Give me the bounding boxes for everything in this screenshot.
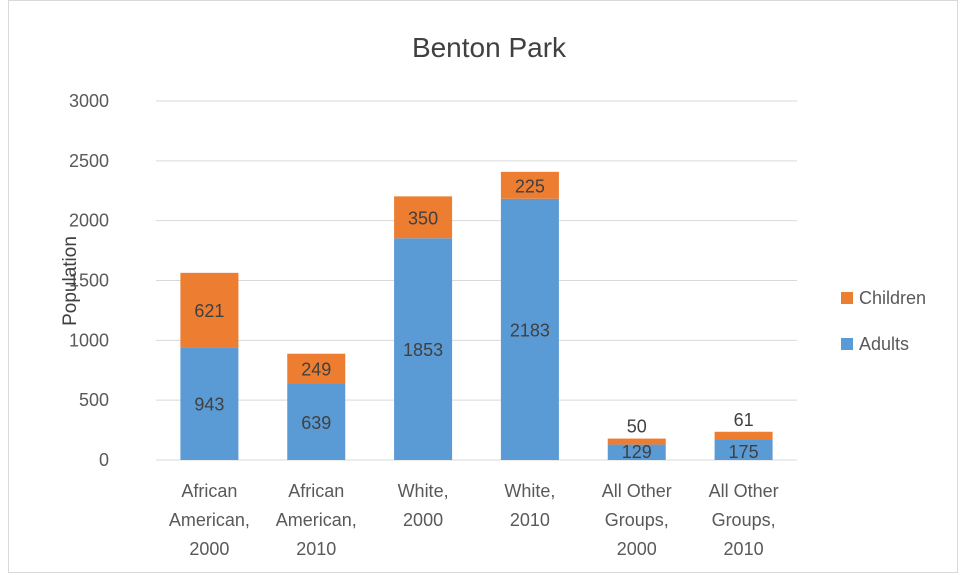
bar-segment-children: [714, 431, 773, 440]
data-label: 129: [622, 442, 652, 462]
data-label: 175: [729, 442, 759, 462]
legend-label: Children: [859, 288, 926, 308]
bar-segment-children: [394, 196, 453, 239]
y-axis-label: Population: [60, 236, 81, 326]
data-label: 249: [301, 360, 331, 380]
bar-segment-adults: [500, 198, 559, 460]
category-label: All Other: [709, 481, 779, 501]
chart-frame: Benton Park 0 500 1000 1500 2000 2500 3000 Pop…: [8, 0, 958, 573]
chart-title: Benton Park: [412, 32, 567, 63]
category-label: Groups,: [712, 510, 776, 530]
category-label: American,: [276, 510, 357, 530]
gridlines: [156, 100, 797, 461]
data-label: 1853: [403, 340, 443, 360]
legend: Children Adults: [841, 288, 926, 354]
legend-swatch-children: [841, 292, 853, 304]
bar-segment-children: [500, 171, 559, 199]
bar-segment-adults: [180, 347, 239, 460]
y-tick-label: 0: [99, 450, 109, 470]
bar-segment-adults: [607, 444, 666, 460]
y-axis-ticks: 0 500 1000 1500 2000 2500 3000: [69, 91, 109, 470]
bar-segment-adults: [394, 238, 453, 460]
bar-segment-children: [180, 272, 239, 348]
category-label: 2010: [510, 510, 550, 530]
data-label: 350: [408, 208, 438, 228]
category-label: 2000: [403, 510, 443, 530]
bar-segment-children: [287, 353, 346, 384]
category-label: African: [288, 481, 344, 501]
bars: [180, 171, 773, 460]
stacked-bar-chart: Benton Park 0 500 1000 1500 2000 2500 3000 Pop…: [60, 32, 926, 559]
bar-segment-adults: [287, 383, 346, 460]
category-labels: African American, 2000 African American, 2010…: [169, 481, 779, 559]
data-label: 639: [301, 413, 331, 433]
legend-swatch-adults: [841, 338, 853, 350]
y-tick-label: 3000: [69, 91, 109, 111]
data-label: 225: [515, 176, 545, 196]
y-tick-label: 2500: [69, 151, 109, 171]
category-label: African: [181, 481, 237, 501]
data-label: 943: [194, 395, 224, 415]
category-label: White,: [398, 481, 449, 501]
category-label: All Other: [602, 481, 672, 501]
legend-label: Adults: [859, 334, 909, 354]
y-tick-label: 1500: [69, 271, 109, 291]
category-label: American,: [169, 510, 250, 530]
category-label: Groups,: [605, 510, 669, 530]
data-label: 621: [194, 301, 224, 321]
y-tick-label: 500: [79, 390, 109, 410]
category-label: 2010: [724, 539, 764, 559]
category-label: 2000: [617, 539, 657, 559]
data-labels: 943 621 639 249 1853 350 2183 225 129 50 175 61: [194, 176, 758, 462]
bar-segment-children: [607, 438, 666, 445]
data-label: 61: [734, 410, 754, 430]
data-label: 2183: [510, 320, 550, 340]
y-tick-label: 1000: [69, 330, 109, 350]
category-label: 2010: [296, 539, 336, 559]
category-label: White,: [504, 481, 555, 501]
category-label: 2000: [189, 539, 229, 559]
data-label: 50: [627, 417, 647, 437]
y-tick-label: 2000: [69, 211, 109, 231]
bar-segment-adults: [714, 439, 773, 460]
